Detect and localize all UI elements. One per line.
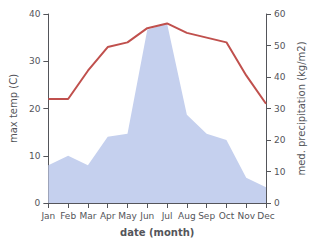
svg-text:60: 60 <box>274 9 286 19</box>
svg-text:20: 20 <box>29 104 41 114</box>
svg-text:Aug: Aug <box>178 211 196 221</box>
svg-text:40: 40 <box>274 72 286 82</box>
svg-text:Dec: Dec <box>257 211 274 221</box>
svg-text:May: May <box>118 211 137 221</box>
svg-text:Apr: Apr <box>100 211 116 221</box>
svg-text:30: 30 <box>29 56 41 66</box>
svg-text:Feb: Feb <box>60 211 76 221</box>
svg-text:Sep: Sep <box>198 211 215 221</box>
svg-text:20: 20 <box>274 135 286 145</box>
svg-text:med. precipitation (kg/m2): med. precipitation (kg/m2) <box>296 41 307 175</box>
svg-text:50: 50 <box>274 41 286 51</box>
svg-text:Jul: Jul <box>161 211 173 221</box>
svg-text:date (month): date (month) <box>120 227 194 238</box>
svg-text:40: 40 <box>29 9 41 19</box>
svg-text:max temp (C): max temp (C) <box>8 74 19 143</box>
svg-text:Jan: Jan <box>40 211 55 221</box>
svg-text:10: 10 <box>29 151 41 161</box>
svg-text:0: 0 <box>274 198 280 208</box>
svg-text:30: 30 <box>274 104 286 114</box>
svg-text:Nov: Nov <box>237 211 255 221</box>
svg-text:Oct: Oct <box>219 211 235 221</box>
svg-text:Jun: Jun <box>139 211 154 221</box>
svg-text:0: 0 <box>35 198 41 208</box>
svg-text:Mar: Mar <box>79 211 96 221</box>
svg-text:10: 10 <box>274 167 286 177</box>
